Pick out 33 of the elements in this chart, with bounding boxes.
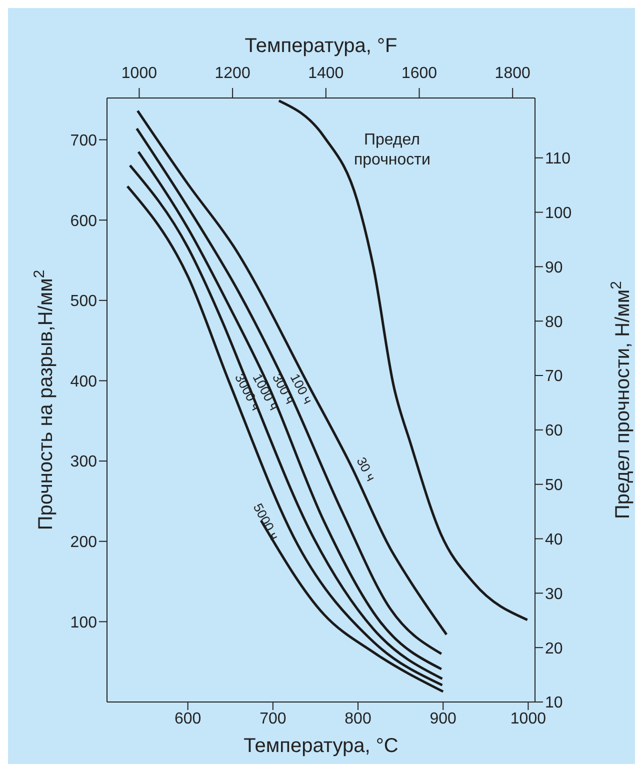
y2-tick-label: 60 bbox=[545, 422, 563, 440]
y-tick-label: 700 bbox=[70, 132, 98, 150]
x2-axis-title: Температура, °F bbox=[244, 35, 398, 57]
y-tick-label: 100 bbox=[70, 614, 98, 632]
y-tick-label: 200 bbox=[70, 534, 98, 552]
y-tick-label: 400 bbox=[70, 373, 98, 390]
y2-tick-label: 50 bbox=[545, 477, 563, 494]
y2-tick-label: 100 bbox=[545, 204, 572, 222]
y2-tick-label: 90 bbox=[545, 259, 563, 276]
y-tick-label: 300 bbox=[70, 454, 98, 471]
x-tick-label: 700 bbox=[260, 710, 286, 728]
x-tick-label: 900 bbox=[430, 710, 457, 728]
y2-tick-label: 70 bbox=[545, 368, 563, 386]
text: 5000 ч bbox=[250, 500, 282, 543]
x-tick-label: 1000 bbox=[510, 710, 546, 728]
x2-tick-label: 1800 bbox=[494, 65, 530, 82]
y2-tick-label: 30 bbox=[545, 586, 563, 603]
y2-tick-label: 20 bbox=[545, 640, 563, 658]
x-axis-title: Температура, °C bbox=[244, 735, 398, 757]
text: 30 ч bbox=[354, 454, 379, 484]
x-tick-label: 600 bbox=[174, 710, 202, 728]
y2-tick-label: 10 bbox=[545, 694, 563, 712]
x2-tick-label: 1000 bbox=[121, 65, 158, 82]
x2-tick-label: 1600 bbox=[401, 65, 438, 82]
y-tick-label: 500 bbox=[70, 293, 98, 310]
series-label: Предел прочности bbox=[354, 132, 430, 169]
y-tick-label: 600 bbox=[70, 212, 98, 230]
y2-tick-label: 110 bbox=[545, 150, 571, 168]
x-tick-label: 800 bbox=[344, 710, 372, 728]
x2-tick-label: 1200 bbox=[214, 65, 250, 82]
x2-tick-label: 1400 bbox=[308, 65, 344, 82]
y2-tick-label: 80 bbox=[545, 314, 563, 331]
y2-tick-label: 40 bbox=[545, 531, 563, 548]
